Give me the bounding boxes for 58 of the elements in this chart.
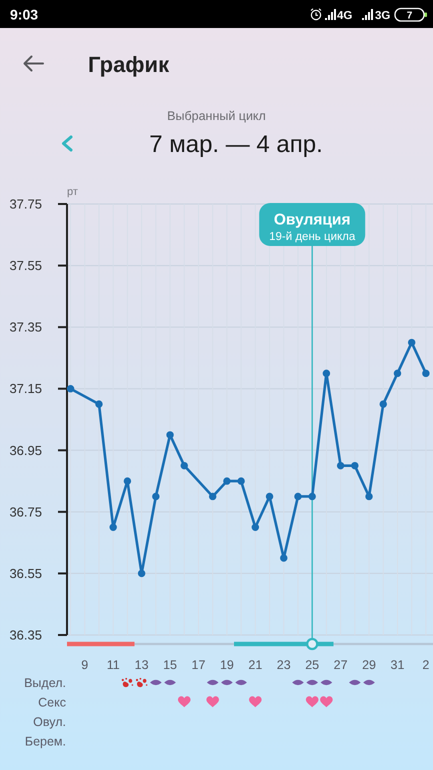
- x-tick-label: 29: [362, 658, 376, 672]
- x-tick-label: 9: [81, 658, 88, 672]
- text: Секс: [38, 696, 66, 710]
- x-tick-label: 17: [192, 658, 206, 672]
- point: [266, 492, 274, 500]
- text: Берем.: [24, 734, 66, 748]
- chart-title: График: [88, 52, 170, 77]
- point: [124, 477, 132, 485]
- x-tick-label: 2: [422, 658, 430, 672]
- y-tick-label: 37.15: [9, 381, 42, 396]
- point: [208, 492, 216, 500]
- point: [166, 431, 174, 439]
- text: 4G: [337, 10, 352, 22]
- point: [408, 338, 416, 346]
- y-tick-label: 36.55: [9, 566, 42, 581]
- point: [109, 524, 117, 531]
- point: [67, 385, 74, 392]
- text: Выдел.: [24, 676, 66, 690]
- point: [138, 570, 146, 578]
- x-tick-label: 19: [220, 658, 234, 672]
- y-tick-label: 36.75: [9, 504, 42, 520]
- point: [223, 477, 231, 485]
- point: [280, 554, 288, 562]
- text: Овул.: [33, 715, 66, 729]
- y-axis-title: рт: [67, 186, 78, 198]
- x-tick-label: 13: [134, 658, 149, 672]
- ref-line-label: Овуляция 19-й день цикла: [269, 212, 356, 243]
- point: [351, 462, 359, 470]
- x-tick-label: 21: [248, 658, 262, 672]
- point: [180, 462, 188, 470]
- text: 7: [406, 10, 413, 22]
- y-tick-label: 36.95: [9, 442, 42, 458]
- x-tick-label: 25: [305, 658, 320, 672]
- x-tick-label: 27: [334, 658, 348, 672]
- point: [380, 400, 387, 408]
- point: [152, 492, 160, 500]
- chart-subtitle: 7 мар. — 4 апр.: [149, 131, 323, 158]
- x-tick-label: 31: [390, 658, 404, 672]
- text: 3G: [375, 10, 390, 22]
- point: [252, 524, 260, 531]
- y-tick-label: 36.35: [9, 628, 42, 642]
- point: [394, 370, 402, 378]
- y-tick-label: 37.75: [9, 196, 42, 212]
- text: Выбранный цикл: [167, 109, 266, 123]
- x-tick-label: 15: [163, 658, 178, 672]
- x-tick-label: 23: [276, 658, 291, 672]
- point: [336, 462, 344, 470]
- point: [294, 492, 302, 500]
- point: [422, 370, 430, 378]
- y-tick-label: 37.35: [9, 320, 42, 335]
- point: [95, 400, 103, 408]
- point: [237, 477, 245, 485]
- text: 9:03: [10, 6, 38, 22]
- point: [308, 492, 316, 500]
- x-tick-label: 11: [106, 658, 120, 672]
- y-tick-label: 37.55: [9, 258, 42, 274]
- point: [365, 492, 373, 500]
- point: [322, 370, 330, 378]
